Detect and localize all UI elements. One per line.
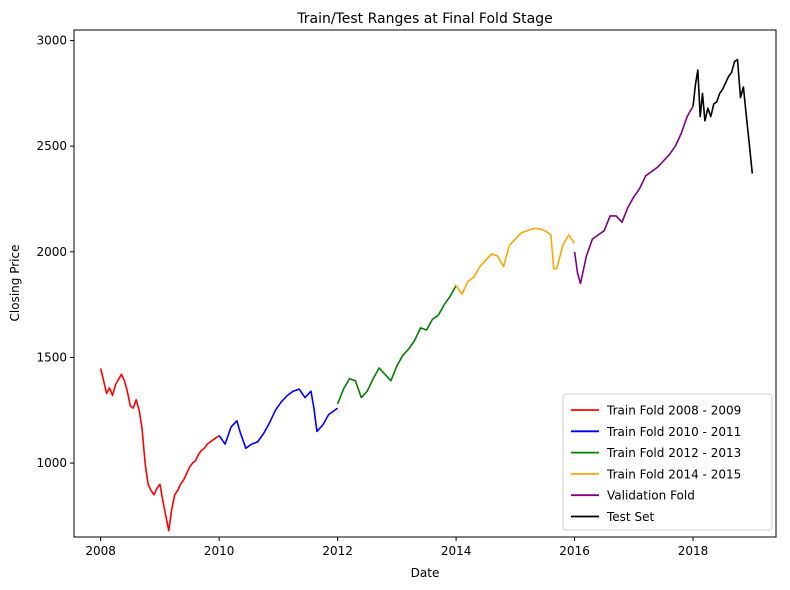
y-tick-label: 2000 [36, 245, 67, 259]
legend-label: Train Fold 2008 - 2009 [606, 404, 741, 418]
series-line-3 [338, 286, 457, 404]
y-tick-label: 2500 [36, 139, 67, 153]
legend-label: Train Fold 2012 - 2013 [606, 446, 741, 460]
legend-label: Train Fold 2010 - 2011 [606, 425, 741, 439]
x-tick-label: 2012 [322, 544, 353, 558]
legend-label: Test Set [606, 510, 654, 524]
x-tick-label: 2008 [85, 544, 116, 558]
series-line-6 [693, 60, 752, 174]
series-line-4 [456, 229, 574, 295]
series-line-2 [219, 389, 338, 448]
legend: Train Fold 2008 - 2009 Train Fold 2010 - … [563, 394, 772, 530]
series-line-5 [575, 106, 694, 283]
x-tick-label: 2014 [441, 544, 472, 558]
legend-label: Train Fold 2014 - 2015 [606, 467, 741, 481]
legend-label: Validation Fold [607, 489, 695, 503]
y-axis-label: Closing Price [8, 245, 22, 322]
y-tick-label: 1000 [36, 456, 67, 470]
x-axis-label: Date [411, 566, 440, 580]
series-line-1 [101, 369, 219, 531]
x-tick-label: 2018 [678, 544, 709, 558]
x-tick-label: 2010 [204, 544, 235, 558]
x-tick-label: 2016 [559, 544, 590, 558]
y-tick-label: 1500 [36, 350, 67, 364]
y-tick-label: 3000 [36, 34, 67, 48]
chart-title: Train/Test Ranges at Final Fold Stage [296, 11, 552, 27]
